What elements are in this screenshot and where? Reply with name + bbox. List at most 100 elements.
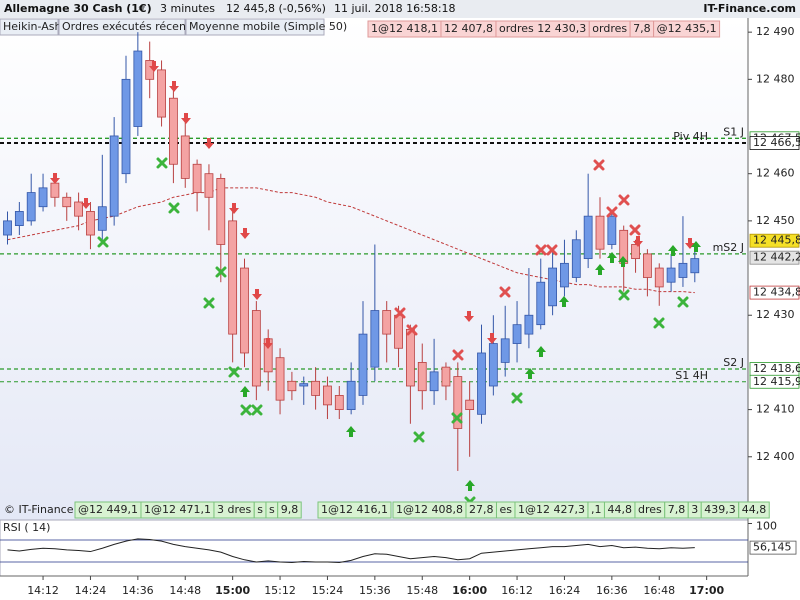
rsi-last-tag [749, 540, 797, 555]
price-tag-label: 12 466,5 [753, 136, 800, 149]
candle-body [631, 244, 640, 260]
order-tag-label: s [269, 503, 275, 516]
order-tag-label: s [257, 503, 263, 516]
sell-arrow [229, 203, 239, 214]
order-tag-label: ordres [592, 22, 627, 35]
candle-body [287, 380, 297, 392]
candle-body [3, 220, 12, 236]
order-tag-label: 9,8 [281, 503, 299, 516]
x-tick-label: 15:36 [359, 584, 391, 597]
buy-arrow [346, 426, 356, 437]
x-tick-label: 14:12 [27, 584, 59, 597]
level-label: S2 J [723, 356, 744, 369]
sell-arrow [204, 138, 214, 149]
candle-body [394, 314, 403, 349]
order-tag-label: 1@12 427,3 [518, 503, 585, 516]
candle-body [38, 187, 48, 208]
price-tag [749, 285, 800, 300]
sell-arrow [685, 238, 695, 249]
y-tick-label: 12 460 [756, 167, 795, 180]
order-tag-label: @12 449,1 [78, 503, 138, 516]
sell-arrow [487, 333, 497, 344]
candle-body [488, 343, 498, 387]
price-tag [749, 250, 800, 265]
rsi-last-label: 56,145 [753, 541, 792, 554]
x-tick-label: 15:48 [406, 584, 438, 597]
buy-arrow [618, 256, 628, 267]
order-tag-label: ordres 12 430,3 [499, 22, 586, 35]
candle-body [228, 220, 238, 335]
candle-body [524, 314, 534, 335]
rsi-tick-label: 100 [756, 520, 777, 533]
price-tag [749, 233, 800, 248]
candle-body [299, 383, 309, 387]
order-tag-label: dres [638, 503, 662, 516]
buy-cross [451, 412, 463, 424]
legend-item: Moyenne mobile (Simple 50) [189, 20, 347, 33]
buy-arrow [559, 296, 569, 307]
sell-cross [606, 206, 618, 218]
x-tick-label: 15:24 [312, 584, 344, 597]
order-tag-label: es [499, 503, 512, 516]
candle-body [643, 253, 652, 278]
candle-body [168, 97, 178, 165]
buy-cross [413, 431, 425, 443]
candle-body [133, 50, 143, 127]
candle-body [311, 380, 321, 396]
buy-cross [156, 157, 168, 169]
last-price: 12 445,8 (-0,56%) [226, 2, 326, 15]
order-tag-label: 7,8 [668, 503, 686, 516]
sell-cross [452, 349, 464, 361]
buy-cross [97, 236, 109, 248]
candle-body [358, 333, 368, 396]
legend-box [185, 18, 325, 36]
price-tag-label: 12 434,8 [753, 286, 800, 299]
price-tag [749, 374, 800, 389]
candle-body [512, 324, 522, 344]
y-tick-label: 12 410 [756, 403, 795, 416]
legend-box [58, 18, 186, 36]
buy-cross [228, 366, 240, 378]
candle-body [192, 163, 202, 193]
x-tick-label: 17:00 [689, 584, 724, 597]
sell-cross [406, 324, 418, 336]
candle-body [251, 310, 261, 387]
buy-cross [251, 404, 263, 416]
price-tag [749, 136, 800, 150]
candle-body [109, 135, 119, 217]
candle-body [477, 352, 486, 415]
legend-item: Heikin-Ashi [3, 20, 65, 33]
order-tag-label: 7,8 [633, 22, 651, 35]
order-tag [317, 501, 392, 519]
buy-cross [511, 392, 523, 404]
rsi-panel [0, 519, 749, 577]
candle-body [560, 262, 569, 288]
sell-cross [546, 244, 558, 256]
candle-body [583, 215, 593, 260]
candle-body [346, 380, 356, 410]
price-tag-label: 12 418,6 [753, 362, 800, 375]
candle-body [86, 211, 95, 236]
legend-item: Ordres exécutés récents [62, 20, 196, 33]
order-tag-label: 1@12 408,8 [396, 503, 463, 516]
sell-cross [394, 307, 406, 319]
x-tick-label: 15:00 [215, 584, 250, 597]
buy-cross [618, 289, 630, 301]
candle-body [465, 399, 475, 410]
order-tag-label: 3 dres [217, 503, 252, 516]
candle-body [334, 395, 344, 410]
buy-cross [653, 317, 665, 329]
order-tag-label: 44,8 [742, 503, 767, 516]
sell-cross [629, 224, 641, 236]
moving-average [7, 187, 695, 294]
candle-body [216, 178, 226, 245]
candle-body [62, 196, 72, 208]
sell-arrow [633, 236, 643, 247]
order-tag-label: 27,8 [469, 503, 494, 516]
candle-body [50, 182, 60, 198]
order-tag-label: 3 [691, 503, 698, 516]
level-label: mS2 J [713, 241, 744, 254]
price-tag-label: 12 445,8 [753, 234, 800, 247]
candle-body [548, 267, 557, 307]
